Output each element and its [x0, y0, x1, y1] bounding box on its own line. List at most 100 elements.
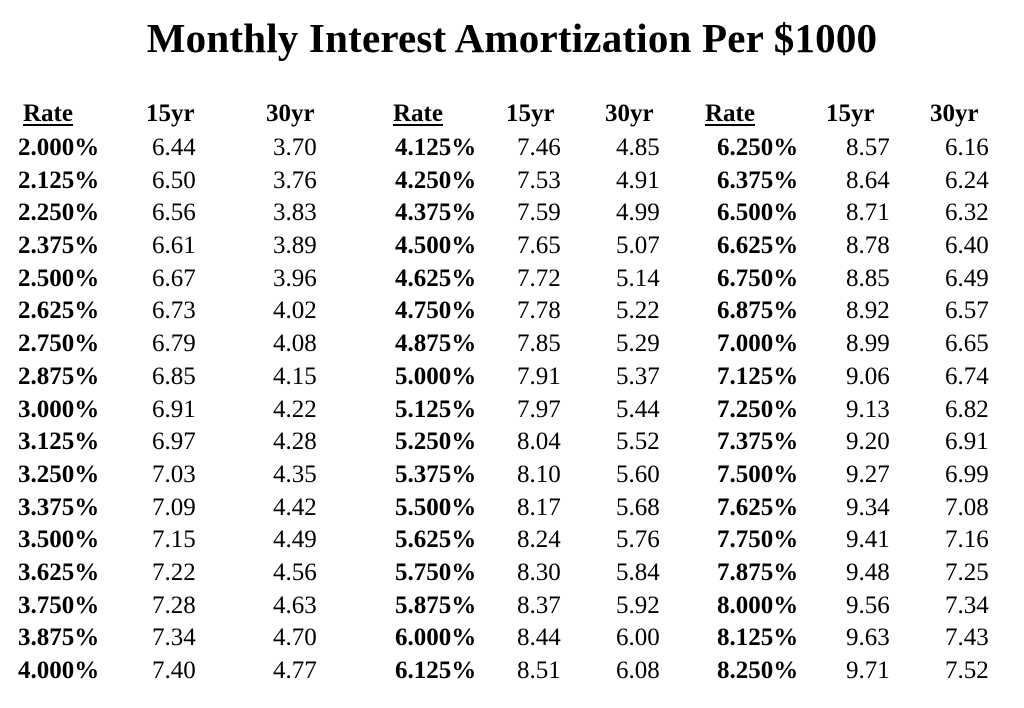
30yr-payment-cell: 4.85 [616, 134, 660, 161]
30yr-payment-cell: 5.37 [616, 362, 660, 390]
30yr-payment-cell: 6.00 [616, 624, 660, 652]
rate-cell: 7.750% [717, 526, 799, 554]
15yr-payment-cell: 9.71 [846, 657, 890, 684]
rate-cell: 4.375% [395, 199, 477, 227]
rate-cell: 5.250% [395, 428, 477, 456]
30yr-payment-cell: 7.52 [945, 657, 989, 684]
rate-cell: 8.250% [717, 657, 799, 684]
30yr-payment-cell: 6.24 [945, 166, 989, 194]
15yr-payment-cell: 7.91 [517, 362, 561, 390]
rate-cell: 4.625% [395, 264, 477, 292]
rate-cell: 6.875% [717, 297, 799, 325]
30yr-payment-cell: 4.02 [273, 297, 317, 325]
15yr-payment-cell: 6.91 [152, 395, 196, 423]
15yr-payment-cell: 6.56 [152, 199, 196, 227]
rate-cell: 7.125% [717, 362, 799, 390]
rate-cell: 7.000% [717, 330, 799, 358]
30yr-payment-cell: 4.91 [616, 166, 660, 194]
15yr-payment-cell: 9.13 [846, 395, 890, 423]
rate-cell: 7.875% [717, 558, 799, 586]
rate-cell: 6.750% [717, 264, 799, 292]
30yr-payment-cell: 6.65 [945, 330, 989, 358]
rate-cell: 8.000% [717, 591, 799, 619]
rate-cell: 2.625% [18, 297, 100, 325]
rate-cell: 8.125% [717, 624, 799, 652]
rate-cell: 3.875% [18, 624, 100, 652]
15yr-column-header: 15yr [826, 100, 875, 127]
15yr-payment-cell: 7.97 [517, 395, 561, 423]
rate-cell: 2.875% [18, 362, 100, 390]
30yr-payment-cell: 4.70 [273, 624, 317, 652]
30yr-payment-cell: 5.07 [616, 232, 660, 260]
rate-cell: 4.750% [395, 297, 477, 325]
15yr-payment-cell: 7.28 [152, 591, 196, 619]
rate-cell: 3.750% [18, 591, 100, 619]
rate-cell: 4.500% [395, 232, 477, 260]
rate-cell: 4.875% [395, 330, 477, 358]
15yr-payment-cell: 9.20 [846, 428, 890, 456]
30yr-payment-cell: 6.99 [945, 460, 989, 488]
30yr-payment-cell: 3.70 [273, 134, 317, 161]
30yr-payment-cell: 5.76 [616, 526, 660, 554]
15yr-payment-cell: 8.57 [846, 134, 890, 161]
30yr-payment-cell: 7.43 [945, 624, 989, 652]
30yr-payment-cell: 4.56 [273, 558, 317, 586]
15yr-payment-cell: 9.63 [846, 624, 890, 652]
15yr-payment-cell: 7.46 [517, 134, 561, 161]
30yr-payment-cell: 7.16 [945, 526, 989, 554]
15yr-payment-cell: 8.17 [517, 493, 561, 521]
30yr-payment-cell: 5.60 [616, 460, 660, 488]
30yr-payment-cell: 4.49 [273, 526, 317, 554]
page-title: Monthly Interest Amortization Per $1000 [146, 15, 878, 61]
rate-column-header: Rate [393, 100, 443, 127]
15yr-payment-cell: 8.10 [517, 460, 561, 488]
15yr-payment-cell: 8.85 [846, 264, 890, 292]
30yr-payment-cell: 6.74 [945, 362, 989, 390]
30yr-payment-cell: 5.44 [616, 395, 660, 423]
rate-cell: 2.500% [18, 264, 100, 292]
15yr-payment-cell: 8.37 [517, 591, 561, 619]
15yr-payment-cell: 7.03 [152, 460, 196, 488]
rate-cell: 7.625% [717, 493, 799, 521]
15yr-payment-cell: 6.44 [152, 134, 196, 161]
15yr-payment-cell: 7.15 [152, 526, 196, 554]
30yr-payment-cell: 5.52 [616, 428, 660, 456]
rate-cell: 5.875% [395, 591, 477, 619]
15yr-payment-cell: 9.48 [846, 558, 890, 586]
rate-column-header: Rate [705, 100, 755, 127]
30yr-payment-cell: 7.34 [945, 591, 989, 619]
rate-cell: 4.125% [395, 134, 477, 161]
15yr-payment-cell: 7.78 [517, 297, 561, 325]
30yr-payment-cell: 6.82 [945, 395, 989, 423]
15yr-payment-cell: 7.85 [517, 330, 561, 358]
30yr-payment-cell: 6.08 [616, 657, 660, 684]
15yr-payment-cell: 7.09 [152, 493, 196, 521]
rate-cell: 4.250% [395, 166, 477, 194]
rate-cell: 7.250% [717, 395, 799, 423]
30yr-payment-cell: 4.77 [273, 657, 317, 684]
15yr-payment-cell: 7.40 [152, 657, 196, 684]
15yr-payment-cell: 6.50 [152, 166, 196, 194]
15yr-payment-cell: 8.04 [517, 428, 561, 456]
rate-cell: 4.000% [18, 657, 100, 684]
rate-cell: 3.500% [18, 526, 100, 554]
rate-cell: 7.375% [717, 428, 799, 456]
rate-cell: 3.625% [18, 558, 100, 586]
rate-cell: 5.125% [395, 395, 477, 423]
rate-cell: 6.000% [395, 624, 477, 652]
15yr-payment-cell: 8.99 [846, 330, 890, 358]
30yr-payment-cell: 5.68 [616, 493, 660, 521]
15yr-payment-cell: 7.22 [152, 558, 196, 586]
15yr-payment-cell: 7.65 [517, 232, 561, 260]
30yr-payment-cell: 5.84 [616, 558, 660, 586]
30yr-payment-cell: 4.63 [273, 591, 317, 619]
rate-cell: 5.375% [395, 460, 477, 488]
30yr-payment-cell: 4.22 [273, 395, 317, 423]
30yr-payment-cell: 3.83 [273, 199, 317, 227]
15yr-payment-cell: 9.34 [846, 493, 890, 521]
rate-column-header: Rate [23, 100, 73, 127]
15yr-payment-cell: 6.97 [152, 428, 196, 456]
30yr-payment-cell: 6.91 [945, 428, 989, 456]
15yr-payment-cell: 9.41 [846, 526, 890, 554]
30yr-payment-cell: 4.99 [616, 199, 660, 227]
